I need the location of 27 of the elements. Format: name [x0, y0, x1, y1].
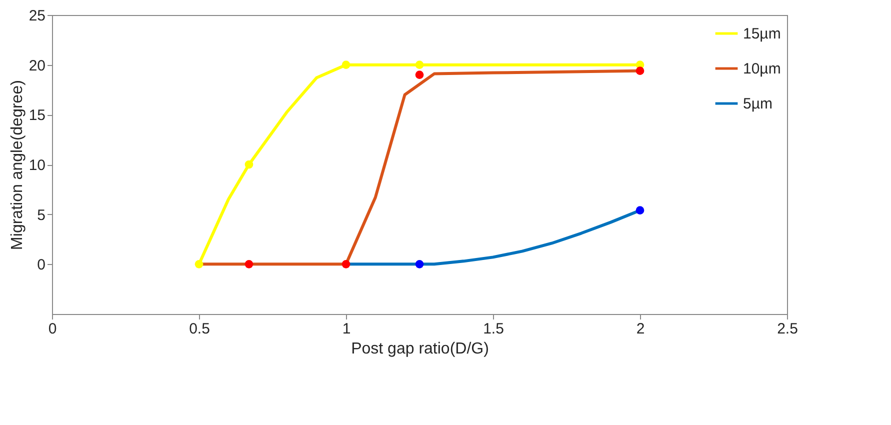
point: [415, 60, 424, 70]
y-tick-label: 0: [37, 256, 46, 274]
point: [636, 206, 644, 215]
legend-label: 10µm: [743, 60, 781, 78]
point: [636, 66, 644, 75]
point: [342, 260, 350, 268]
point: [194, 260, 204, 268]
y-tick-label: 20: [28, 57, 46, 74]
y-tick-label: 15: [28, 107, 46, 124]
point: [244, 160, 254, 169]
point: [415, 260, 424, 268]
y-tick-label: 25: [28, 8, 46, 24]
y-axis-title: Migration angle(degree): [8, 80, 26, 250]
y-tick-label: 10: [28, 157, 46, 174]
y-tick-label: 5: [37, 206, 46, 224]
point: [342, 60, 350, 70]
legend-label: 5µm: [743, 96, 772, 112]
x-tick-label: 0: [48, 320, 57, 338]
point: [244, 260, 254, 268]
x-axis-title: Post gap ratio(D/G): [351, 340, 489, 358]
x-tick-label: 2: [636, 320, 645, 338]
x-tick-label: 2.5: [777, 320, 798, 338]
x-tick-label: 1: [342, 320, 351, 338]
point: [415, 70, 424, 79]
x-tick-label: 1.5: [483, 320, 504, 338]
x-tick-label: 0.5: [189, 320, 210, 338]
legend-label: 15µm: [743, 26, 781, 42]
